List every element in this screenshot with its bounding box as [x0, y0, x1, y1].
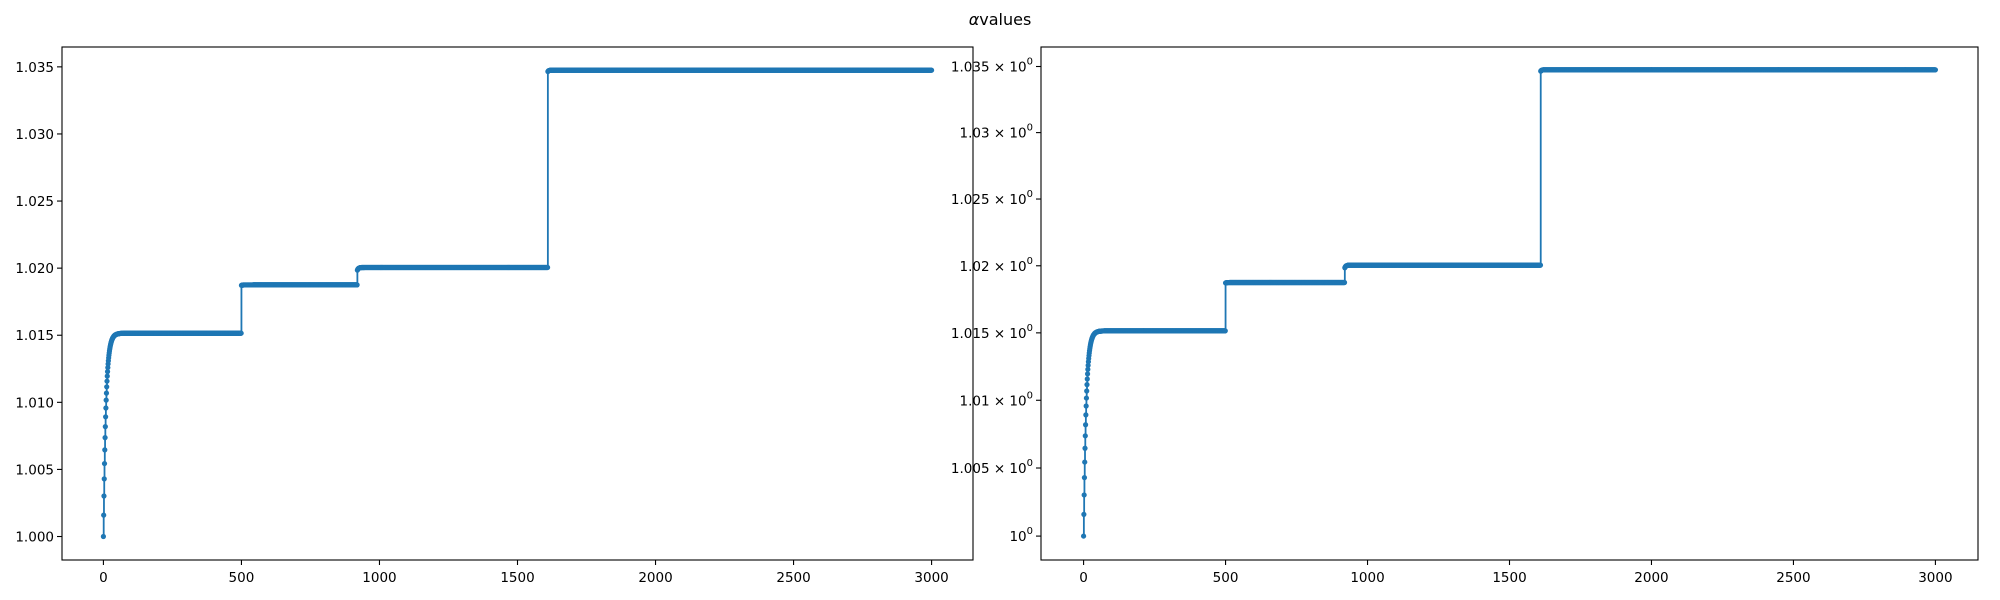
y-tick-label: 1.020 [15, 261, 54, 277]
linear-scale-panel: 0 500 1000 1500 2000 2500 3000 1.000 1.005 1.010 1… [15, 46, 974, 586]
data-point [1222, 328, 1228, 334]
y-tick-label: 1.010 [15, 395, 54, 411]
y-tick-label-base: 1.005 [15, 462, 54, 478]
y-tick-label: 1.015 [15, 328, 54, 344]
y-tick-label: 1.025 [15, 194, 54, 210]
data-point [101, 460, 108, 467]
data-point [1081, 475, 1088, 481]
data-point [1341, 279, 1348, 286]
data-point [1083, 412, 1089, 418]
data-point [1537, 262, 1544, 268]
data-point [1084, 388, 1090, 394]
data-point [102, 424, 108, 430]
data-point [1084, 382, 1090, 388]
data-point [1081, 492, 1087, 498]
x-tick-label: 2500 [776, 570, 810, 586]
data-point [544, 264, 551, 271]
data-point [928, 67, 935, 73]
data-point [1082, 459, 1088, 465]
figure-title-text: values [979, 10, 1031, 29]
data-point [1083, 403, 1089, 409]
figure-title: αvalues [969, 10, 1032, 29]
data-point [102, 447, 108, 453]
series-group [1080, 67, 1939, 539]
y-tick-label: 1.000 [15, 530, 54, 546]
data-point [354, 282, 360, 288]
y-tick-label-base: 1.010 [15, 395, 54, 411]
data-point [100, 533, 107, 540]
y-tick-label: 1.035 [15, 60, 54, 76]
data-point [1080, 533, 1087, 539]
data-point [101, 476, 107, 482]
x-tick-label: 1000 [362, 570, 396, 586]
y-tick-label: 1.030 [15, 127, 54, 143]
figure-title-symbol: α [969, 10, 980, 29]
y-tick-label-base: 1.000 [15, 530, 54, 546]
data-point [101, 493, 107, 499]
data-point [103, 397, 109, 403]
data-point [1082, 433, 1088, 439]
data-point [102, 435, 108, 441]
data-point [104, 373, 110, 379]
data-point [1084, 376, 1090, 382]
y-tick-label-base: 1.025 [15, 194, 54, 210]
data-point [1082, 422, 1089, 428]
y-tick-label-base: 1.020 [15, 261, 54, 277]
data-point [1084, 371, 1091, 377]
series-group [100, 67, 935, 540]
y-tick-label-base: 1.015 [15, 328, 54, 344]
data-point [104, 369, 111, 375]
data-point [1082, 445, 1088, 451]
x-tick-label: 500 [229, 570, 255, 586]
data-point [104, 378, 110, 384]
data-point [238, 330, 244, 336]
data-point [101, 512, 107, 518]
data-point [1085, 366, 1091, 372]
data-point [1083, 395, 1090, 401]
y-tick-label-base: 1.030 [15, 127, 54, 143]
plot-area [1041, 47, 1978, 560]
y-tick-label-base: 1.035 [15, 60, 54, 76]
data-point [1081, 511, 1087, 517]
x-tick-label: 0 [99, 570, 108, 586]
x-tick-label: 3000 [914, 570, 948, 586]
data-point [103, 405, 109, 411]
x-tick-label: 2000 [638, 570, 672, 586]
data-point [103, 390, 110, 396]
plot-area [62, 47, 973, 560]
data-point [103, 414, 109, 420]
y-tick-label: 1.005 [15, 462, 54, 478]
x-tick-label: 1500 [500, 570, 534, 586]
data-point [104, 384, 110, 390]
